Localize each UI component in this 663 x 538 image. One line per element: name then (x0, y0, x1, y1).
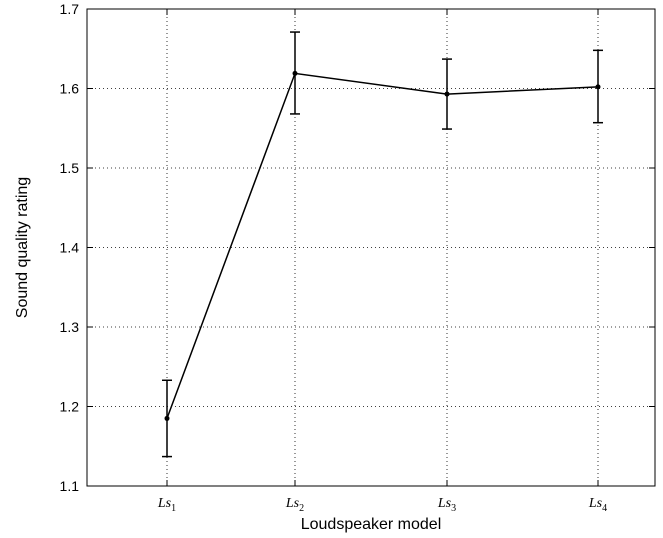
x-tick-label: Ls3 (437, 496, 456, 514)
y-tick-label: 1.3 (60, 319, 80, 335)
data-point (444, 91, 450, 97)
y-tick-label: 1.4 (60, 240, 80, 256)
x-tick-labels: Ls1 Ls2 Ls3 Ls4 (157, 496, 607, 514)
x-axis-label: Loudspeaker model (301, 516, 442, 533)
y-axis-label: Sound quality rating (14, 177, 31, 318)
y-tick-label: 1.1 (60, 478, 80, 494)
data-point (164, 415, 170, 421)
y-tick-labels: 1.1 1.2 1.3 1.4 1.5 1.6 1.7 (60, 1, 80, 494)
y-tick-label: 1.7 (60, 1, 80, 17)
y-tick-label: 1.2 (60, 399, 80, 415)
y-tick-label: 1.5 (60, 160, 80, 176)
series-line (166, 72, 599, 419)
data-point (292, 70, 298, 76)
ticks (87, 8, 655, 487)
x-tick-label: Ls1 (157, 496, 176, 514)
grid (87, 9, 655, 486)
data-points (164, 70, 601, 421)
x-tick-label: Ls4 (588, 496, 607, 514)
data-point (595, 84, 601, 90)
x-tick-label: Ls2 (285, 496, 304, 514)
y-tick-label: 1.6 (60, 81, 80, 97)
